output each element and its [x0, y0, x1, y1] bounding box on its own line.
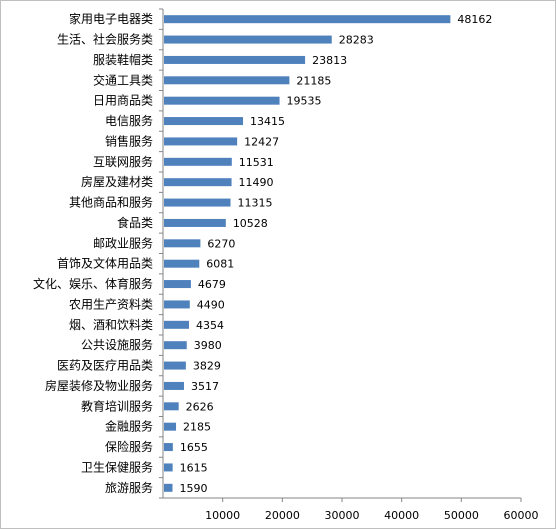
category-label: 房屋及建材类 [81, 174, 153, 189]
bar [164, 239, 201, 248]
category-label: 卫生保健服务 [81, 459, 153, 474]
category-label: 生活、社会服务类 [57, 32, 153, 47]
bar [164, 381, 184, 390]
value-label: 19535 [287, 95, 322, 108]
bar [164, 137, 238, 146]
category-labels: 家用电子电器类生活、社会服务类服装鞋帽类交通工具类日用商品类电信服务销售服务互联… [33, 11, 153, 495]
x-tick-label: 50000 [444, 509, 479, 522]
category-label: 金融服务 [105, 419, 153, 434]
value-label: 12427 [244, 135, 279, 148]
bar [164, 96, 280, 105]
value-label: 28283 [339, 34, 374, 47]
value-label: 23813 [312, 54, 347, 67]
value-label: 4679 [198, 278, 226, 291]
x-axis-ticks: 10000 20000 30000 40000 50000 60000 [205, 498, 539, 522]
bar [164, 483, 173, 492]
category-label: 首饰及文体用品类 [57, 256, 153, 271]
value-label: 4354 [196, 319, 224, 332]
x-tick-label: 20000 [265, 509, 300, 522]
category-label: 保险服务 [105, 439, 153, 454]
category-label: 日用商品类 [93, 93, 153, 108]
category-label: 文化、娱乐、体育服务 [33, 276, 153, 291]
bar [164, 76, 290, 85]
value-label: 11315 [238, 197, 273, 210]
value-label: 1590 [179, 482, 207, 495]
bar [164, 280, 191, 289]
bar [164, 157, 232, 166]
value-label: 3829 [193, 360, 221, 373]
bar [164, 300, 190, 309]
category-label: 邮政业服务 [93, 235, 153, 250]
category-label: 服装鞋帽类 [93, 52, 153, 67]
bar [164, 320, 189, 329]
value-label: 3517 [191, 380, 219, 393]
value-label: 1655 [180, 441, 208, 454]
value-label: 6081 [206, 258, 234, 271]
category-label: 烟、酒和饮料类 [69, 318, 153, 332]
category-label: 电信服务 [105, 113, 153, 128]
bar [164, 218, 226, 227]
x-tick-label: 10000 [205, 509, 240, 522]
value-label: 2626 [186, 400, 214, 413]
category-label: 互联网服务 [93, 154, 153, 169]
category-label: 食品类 [117, 215, 153, 230]
value-label: 6270 [207, 237, 235, 250]
category-label: 房屋装修及物业服务 [45, 378, 153, 393]
x-tick-label: 30000 [325, 509, 360, 522]
value-label: 10528 [233, 217, 268, 230]
bar [164, 198, 231, 207]
category-label: 公共设施服务 [81, 337, 153, 352]
bar [164, 259, 200, 268]
bar [164, 422, 177, 431]
bar [164, 402, 179, 411]
value-label: 11490 [239, 176, 274, 189]
bar [164, 361, 186, 370]
bar [164, 55, 306, 64]
category-label: 旅游服务 [105, 480, 153, 495]
value-label: 21185 [296, 74, 331, 87]
x-tick-label: 60000 [504, 509, 539, 522]
bar [164, 463, 173, 472]
bar [164, 117, 244, 126]
value-label: 4490 [197, 298, 225, 311]
category-label: 其他商品和服务 [69, 195, 153, 210]
category-label: 销售服务 [105, 133, 153, 148]
bar [164, 178, 232, 187]
category-label: 交通工具类 [93, 72, 153, 87]
bar [164, 35, 332, 44]
category-label: 家用电子电器类 [69, 11, 153, 26]
category-label: 教育培训服务 [81, 398, 153, 413]
bar [164, 341, 187, 350]
bar [164, 443, 173, 452]
value-label: 1615 [180, 461, 208, 474]
category-label: 医药及医疗用品类 [57, 359, 153, 373]
value-label: 2185 [183, 421, 211, 434]
bars-layer [164, 15, 451, 492]
category-label: 农用生产资料类 [69, 297, 153, 311]
value-label: 11531 [239, 156, 274, 169]
value-label: 3980 [194, 339, 222, 352]
x-tick-label: 40000 [384, 509, 419, 522]
value-label: 13415 [250, 115, 285, 128]
value-label: 48162 [457, 13, 492, 26]
bar [164, 15, 451, 24]
y-axis-ticks [159, 8, 163, 499]
